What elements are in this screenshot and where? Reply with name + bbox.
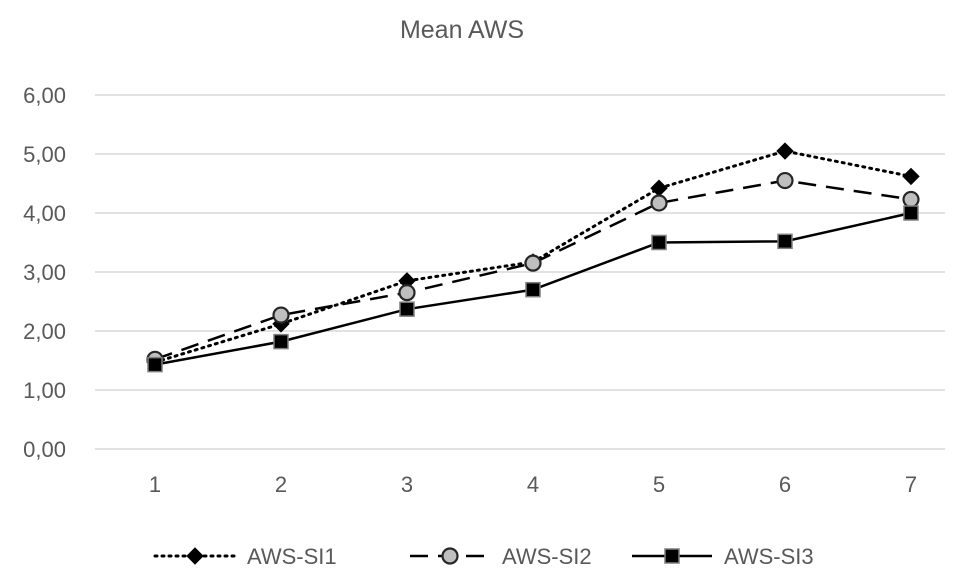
legend-marker: [664, 548, 680, 564]
data-point-series-3: [903, 205, 919, 221]
x-tick-label: 2: [275, 472, 287, 497]
legend: AWS-SI1 AWS-SI2 AWS-SI3: [153, 544, 814, 569]
data-point-series-3: [525, 281, 541, 298]
data-point-series-1: [902, 167, 920, 186]
y-tick-label: 4,00: [23, 201, 66, 226]
x-tick-label: 1: [149, 472, 161, 497]
y-tick-label: 1,00: [23, 378, 66, 403]
data-point-series-3: [399, 301, 415, 317]
data-point-series-3: [777, 233, 793, 250]
grid-lines: [95, 94, 945, 450]
y-tick-label: 0,00: [23, 437, 66, 462]
data-point-series-2: [902, 190, 920, 209]
data-point-series-2: [272, 306, 290, 324]
data-point-series-3: [147, 356, 163, 373]
data-point-series-1: [776, 142, 794, 160]
legend-marker: [441, 547, 459, 565]
legend-label: AWS-SI2: [502, 544, 592, 568]
legend-item-1: AWS-SI1: [153, 544, 337, 569]
x-tick-label: 7: [905, 472, 917, 497]
data-point-series-3: [651, 234, 667, 251]
y-tick-label: 5,00: [23, 142, 66, 167]
legend-item-3: AWS-SI3: [632, 544, 814, 569]
x-tick-label: 6: [779, 472, 791, 497]
data-point-series-2: [398, 284, 416, 302]
y-tick-label: 6,00: [23, 83, 66, 108]
legend-label: AWS-SI3: [724, 544, 814, 568]
data-point-series-2: [650, 194, 668, 212]
y-tick-label: 2,00: [23, 319, 66, 344]
series-markers: [146, 142, 920, 373]
legend-item-2: AWS-SI2: [410, 544, 592, 569]
data-point-series-2: [524, 254, 542, 272]
legend-marker: [186, 547, 204, 565]
x-axis-tick-labels: 1 2 3 4 5 6 7: [149, 472, 917, 497]
data-point-series-2: [776, 171, 794, 190]
x-tick-label: 4: [527, 472, 539, 497]
y-tick-label: 3,00: [23, 260, 66, 285]
x-tick-label: 3: [401, 472, 413, 497]
chart-title: Mean AWS: [400, 16, 524, 44]
data-point-series-3: [273, 333, 289, 350]
legend-label: AWS-SI1: [247, 544, 337, 568]
x-tick-label: 5: [653, 472, 665, 497]
y-axis-tick-labels: 0,00 1,00 2,00 3,00 4,00 5,00 6,00: [23, 83, 66, 462]
data-point-series-1: [650, 179, 668, 197]
